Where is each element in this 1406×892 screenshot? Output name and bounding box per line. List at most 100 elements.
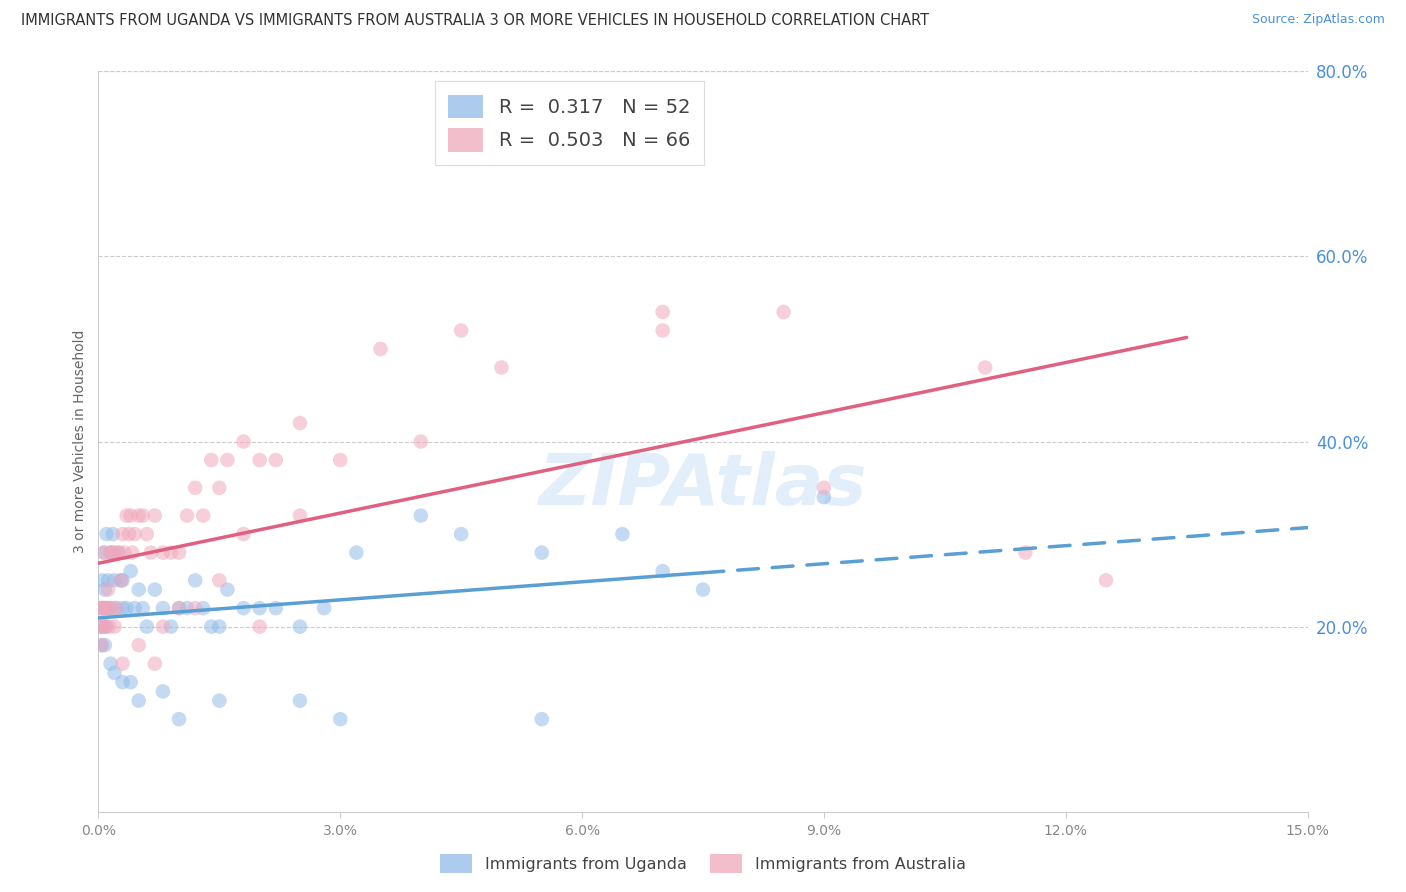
Point (93, 546, 115, 560)
Point (94, 619, 117, 633)
Point (232, 434, 254, 449)
Point (208, 694, 231, 708)
Point (249, 453, 271, 467)
Point (120, 675, 142, 690)
Point (128, 638, 150, 652)
Point (111, 601, 134, 615)
Point (105, 601, 128, 615)
Point (249, 619, 271, 633)
Point (651, 564, 673, 578)
Point (193, 601, 215, 615)
Point (94, 582, 117, 597)
Point (491, 360, 513, 375)
Text: ZIPAtlas: ZIPAtlas (538, 451, 868, 520)
Point (89, 619, 111, 633)
Point (110, 574, 132, 588)
Point (143, 657, 166, 671)
Point (1095, 574, 1118, 588)
Point (107, 546, 129, 560)
Point (160, 546, 183, 560)
Point (128, 582, 150, 597)
Point (135, 619, 157, 633)
Point (103, 619, 125, 633)
Point (249, 601, 271, 615)
Point (176, 508, 198, 523)
Point (118, 527, 141, 541)
Point (530, 546, 553, 560)
Point (120, 508, 142, 523)
Y-axis label: 3 or more Vehicles in Household: 3 or more Vehicles in Household (73, 330, 87, 553)
Point (692, 582, 714, 597)
Point (409, 508, 432, 523)
Point (288, 694, 311, 708)
Point (90, 638, 112, 652)
Point (111, 527, 134, 541)
Point (167, 601, 190, 615)
Point (128, 694, 150, 708)
Point (139, 546, 162, 560)
Text: Source: ZipAtlas.com: Source: ZipAtlas.com (1251, 13, 1385, 27)
Point (200, 619, 222, 633)
Point (217, 453, 239, 467)
Point (152, 546, 174, 560)
Point (176, 601, 198, 615)
Point (167, 546, 190, 560)
Point (232, 527, 254, 541)
Point (128, 508, 150, 523)
Point (450, 324, 472, 338)
Point (103, 665, 125, 680)
Point (124, 527, 146, 541)
Point (93, 546, 115, 560)
Point (91, 619, 114, 633)
Point (94, 638, 117, 652)
Point (97, 582, 120, 597)
Point (314, 601, 336, 615)
Point (115, 601, 138, 615)
Point (329, 453, 352, 467)
Point (264, 453, 287, 467)
Point (90, 601, 112, 615)
Point (115, 508, 138, 523)
Point (184, 601, 207, 615)
Point (184, 574, 207, 588)
Point (100, 546, 122, 560)
Point (288, 508, 311, 523)
Point (208, 481, 231, 495)
Point (101, 527, 124, 541)
Point (97, 574, 120, 588)
Point (89, 619, 111, 633)
Point (651, 305, 673, 319)
Point (143, 582, 166, 597)
Point (200, 453, 222, 467)
Point (193, 508, 215, 523)
Point (184, 481, 207, 495)
Point (132, 508, 155, 523)
Point (370, 342, 392, 356)
Point (100, 546, 122, 560)
Point (91, 601, 114, 615)
Point (105, 601, 128, 615)
Point (167, 712, 190, 726)
Point (103, 574, 125, 588)
Point (152, 684, 174, 698)
Point (90, 638, 112, 652)
Point (103, 546, 125, 560)
Point (143, 508, 166, 523)
Point (651, 324, 673, 338)
Point (344, 546, 367, 560)
Point (288, 619, 311, 633)
Point (409, 434, 432, 449)
Point (160, 619, 183, 633)
Point (121, 546, 143, 560)
Point (135, 527, 157, 541)
Point (208, 619, 231, 633)
Point (100, 601, 122, 615)
Point (96, 601, 118, 615)
Point (974, 360, 997, 375)
Point (772, 305, 794, 319)
Point (97, 601, 120, 615)
Point (94, 619, 117, 633)
Point (530, 712, 553, 726)
Legend: R =  0.317   N = 52, R =  0.503   N = 66: R = 0.317 N = 52, R = 0.503 N = 66 (434, 81, 704, 166)
Point (152, 619, 174, 633)
